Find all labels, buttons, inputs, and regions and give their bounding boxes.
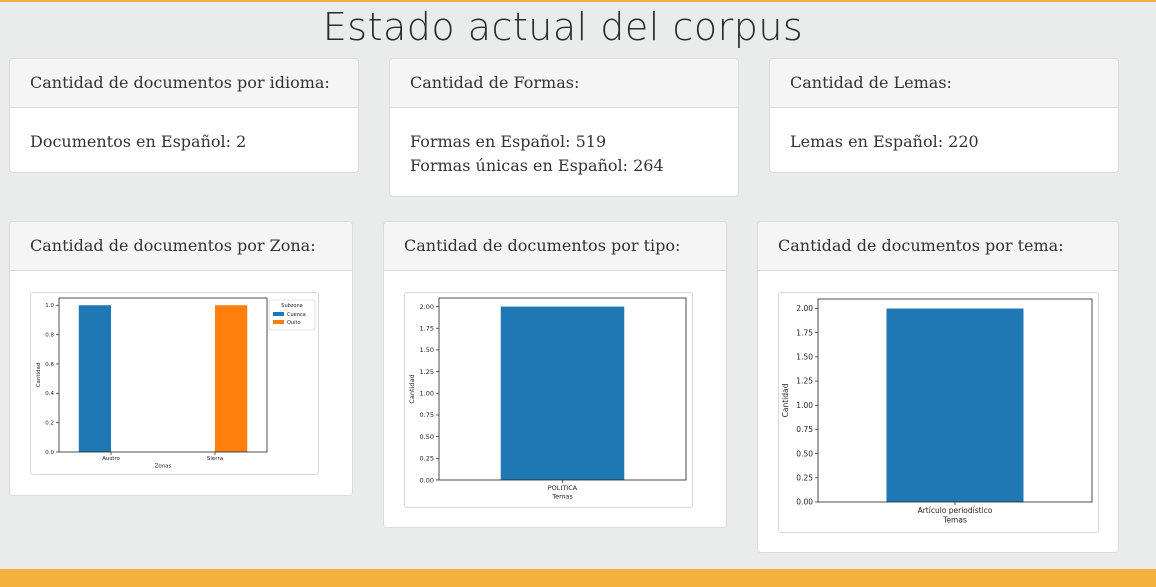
card-forms: Cantidad de Formas: Formas en Español: 5… (389, 58, 739, 197)
legend-swatch-quito (273, 320, 284, 324)
topic-chart-frame: 0.00 0.25 0.50 0.75 1.00 1.25 1.50 1.75 2.00 Artí… (778, 292, 1099, 533)
card-documents-by-language: Cantidad de documentos por idioma: Docum… (9, 58, 359, 173)
bar-quito (215, 305, 248, 452)
y-tick-label: 0.50 (796, 449, 813, 458)
y-tick-label: 2.00 (796, 304, 813, 313)
y-tick-label: 0.75 (420, 411, 434, 419)
y-tick-label: 0.6 (45, 362, 54, 368)
y-tick-label: 0.00 (420, 476, 434, 484)
footer-bar (0, 569, 1156, 587)
card-documents-by-zone: Cantidad de documentos por Zona: 0.0 0.2 0… (9, 221, 353, 496)
legend-label-quito: Quito (287, 320, 301, 326)
card-header: Cantidad de Lemas: (770, 59, 1118, 108)
x-axis-label: Temas (551, 493, 573, 501)
type-chart-frame: 0.00 0.25 0.50 0.75 1.00 1.25 1.50 1.75 2.00 POLI… (404, 292, 693, 508)
top-accent-line (0, 0, 1156, 2)
bar (500, 306, 625, 480)
y-tick-label: 0.2 (45, 421, 54, 427)
card-body: Formas en Español: 519 Formas únicas en … (390, 108, 738, 178)
y-tick-label: 1.50 (420, 346, 434, 354)
forms-spanish-count: Formas en Español: 519 (410, 132, 607, 151)
y-tick-label: 0.0 (45, 450, 54, 456)
y-tick-label: 0.25 (796, 473, 813, 482)
x-tick-label: Sierra (207, 456, 223, 462)
card-header: Cantidad de documentos por tema: (758, 222, 1118, 271)
card-header: Cantidad de documentos por tipo: (384, 222, 726, 271)
x-axis-label: Zonas (155, 464, 172, 470)
legend-swatch-cuenca (273, 312, 284, 316)
y-tick-label: 0.4 (45, 391, 54, 397)
y-tick-label: 1.75 (796, 328, 813, 337)
y-tick-label: 0.75 (796, 425, 813, 434)
card-documents-by-type: Cantidad de documentos por tipo: 0.00 0.2… (383, 221, 727, 528)
bar (886, 308, 1024, 502)
x-tick-label: Artículo periodístico (918, 506, 993, 515)
legend-label-cuenca: Cuenca (287, 312, 306, 318)
card-body: Documentos en Español: 2 (10, 108, 358, 154)
y-axis-label: Cantidad (781, 383, 790, 417)
card-header: Cantidad de documentos por Zona: (10, 222, 352, 271)
card-header: Cantidad de Formas: (390, 59, 738, 108)
card-lemmas: Cantidad de Lemas: Lemas en Español: 220 (769, 58, 1119, 173)
y-tick-label: 1.00 (420, 390, 434, 398)
axes-frame (58, 297, 268, 453)
x-tick-label: Austro (102, 456, 120, 462)
y-tick-label: 0.25 (420, 455, 434, 463)
zone-bar-chart: 0.0 0.2 0.4 0.6 0.8 1.0 Austro Sierra Zonas Canti… (36, 297, 316, 470)
lemmas-spanish-count: Lemas en Español: 220 (790, 132, 979, 151)
y-tick-label: 1.0 (45, 303, 54, 309)
y-tick-label: 2.00 (420, 303, 434, 311)
y-tick-label: 1.25 (420, 368, 434, 376)
y-axis-label: Cantidad (36, 363, 42, 388)
documents-spanish-count: Documentos en Español: 2 (30, 132, 247, 151)
y-tick-label: 0.50 (420, 433, 434, 441)
card-documents-by-topic: Cantidad de documentos por tema: 0.00 0.2… (757, 221, 1119, 553)
zone-chart-frame: 0.0 0.2 0.4 0.6 0.8 1.0 Austro Sierra Zonas Canti… (30, 292, 319, 475)
type-bar-chart: 0.00 0.25 0.50 0.75 1.00 1.25 1.50 1.75 2.00 POLI… (408, 297, 687, 501)
y-tick-label: 0.00 (796, 498, 813, 507)
topic-bar-chart: 0.00 0.25 0.50 0.75 1.00 1.25 1.50 1.75 2.00 Artí… (781, 298, 1093, 525)
x-tick-label: POLITICA (548, 484, 578, 492)
unique-forms-spanish-count: Formas únicas en Español: 264 (410, 156, 664, 175)
card-header: Cantidad de documentos por idioma: (10, 59, 358, 108)
y-tick-label: 1.50 (796, 353, 813, 362)
y-tick-label: 1.75 (420, 325, 434, 333)
x-axis-label: Temas (942, 516, 967, 525)
y-tick-label: 1.00 (796, 401, 813, 410)
legend-title: Subzona (281, 303, 302, 309)
page-title: Estado actual del corpus (322, 5, 804, 49)
y-tick-label: 1.25 (796, 377, 813, 386)
y-tick-label: 0.8 (45, 333, 54, 339)
bar-cuenca (78, 305, 111, 452)
y-axis-label: Cantidad (408, 374, 416, 403)
card-body: Lemas en Español: 220 (770, 108, 1118, 154)
